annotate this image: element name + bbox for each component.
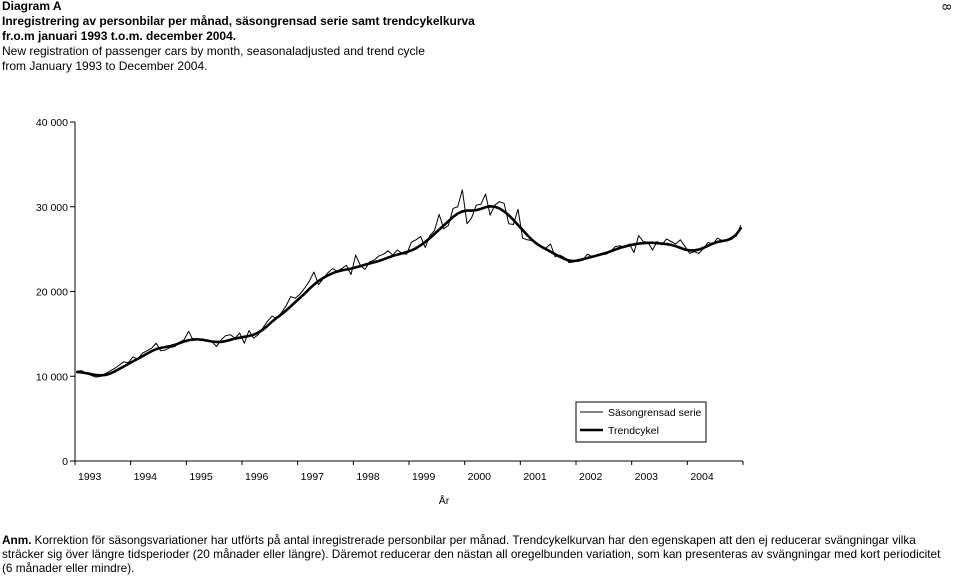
chart-header: Diagram A Inregistrering av personbilar … <box>2 0 475 74</box>
x-tick-label: 2002 <box>579 471 603 483</box>
x-tick-label: 1996 <box>245 471 269 483</box>
legend: Säsongrensad serie Trendcykel <box>575 401 707 443</box>
x-tick-label: 1995 <box>189 471 213 483</box>
subtitle-sv-line-2: fr.o.m januari 1993 t.o.m. december 2004… <box>2 29 237 43</box>
y-tick-label: 30 000 <box>36 202 68 214</box>
footnote: Anm. Korrektion för säsongsvariationer ha… <box>2 533 940 575</box>
series-line-trendcykel <box>76 205 742 377</box>
series <box>76 189 742 378</box>
legend-box <box>575 401 707 443</box>
x-tick-label: 2003 <box>635 471 659 483</box>
x-tick-label: 1997 <box>301 471 325 483</box>
footnote-label: Anm. <box>2 533 32 547</box>
subtitle-en-line-1: New registration of passenger cars by mo… <box>2 44 425 58</box>
x-tick-label: 2004 <box>690 471 714 483</box>
legend-label-trendcykel: Trendcykel <box>608 425 659 437</box>
axes: År 0 10 000 20 000 30 000 40 000 1993 1994 1995… <box>36 117 744 507</box>
x-tick-label: 1998 <box>356 471 380 483</box>
x-tick-label: 1994 <box>134 471 158 483</box>
x-axis-title: År <box>439 494 450 507</box>
subtitle-sv-line-1: Inregistrering av personbilar per månad,… <box>2 14 475 28</box>
y-tick-label: 20 000 <box>36 287 68 299</box>
y-tick-label: 40 000 <box>36 117 68 129</box>
subtitle-en-line-2: from January 1993 to December 2004. <box>2 59 208 73</box>
footnote-line-1: Anm. Korrektion för säsongsvariationer ha… <box>2 533 940 547</box>
diagram-title: Diagram A <box>2 0 62 13</box>
x-tick-label: 1999 <box>412 471 436 483</box>
x-tick-label: 2001 <box>523 471 547 483</box>
footnote-text-1: Korrektion för säsongsvariationer har ut… <box>34 533 916 547</box>
footnote-line-3: (6 månader eller mindre). <box>2 561 135 575</box>
y-tick-label: 0 <box>62 456 68 468</box>
series-line-sasongrensad-serie <box>76 189 742 378</box>
legend-label-sasongrensad-serie: Säsongrensad serie <box>608 407 702 419</box>
x-tick-label: 1993 <box>78 471 102 483</box>
y-tick-label: 10 000 <box>36 371 68 383</box>
page-number: 8 <box>939 3 954 11</box>
footnote-line-2: sträcker sig över längre tidsperioder (2… <box>2 547 941 561</box>
x-tick-label: 2000 <box>468 471 492 483</box>
